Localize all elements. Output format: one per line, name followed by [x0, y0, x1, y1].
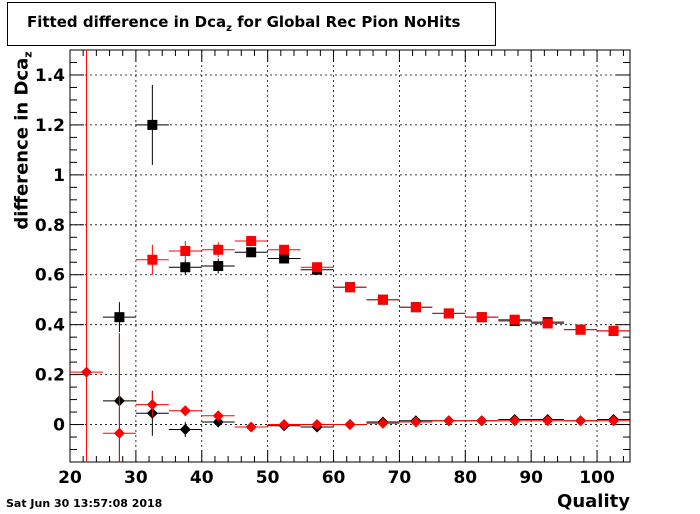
plot-frame	[69, 49, 631, 463]
data-point-square	[147, 119, 158, 130]
y-tick-label: 1.2	[35, 116, 65, 136]
y-tick-label: 1.4	[35, 66, 65, 86]
data-point-diamond	[608, 415, 620, 427]
data-point-diamond	[443, 415, 455, 427]
data-point-diamond	[212, 416, 224, 428]
y-axis-label-subscript: z	[21, 51, 35, 58]
data-point-square	[180, 262, 191, 273]
data-point-diamond	[410, 416, 422, 428]
data-point-square	[476, 312, 487, 323]
data-point-square	[246, 236, 257, 247]
x-tick-label: 50	[256, 468, 280, 488]
x-tick-label: 40	[190, 468, 214, 488]
data-point-diamond	[476, 415, 488, 427]
data-point-square	[147, 254, 158, 265]
chart-title-subscript: z	[226, 23, 232, 34]
y-tick-label: 0	[53, 416, 65, 436]
data-point-square	[608, 325, 619, 336]
data-point-diamond	[80, 366, 92, 378]
data-point-square	[213, 244, 224, 255]
data-point-square	[575, 324, 586, 335]
timestamp-label: Sat Jun 30 13:57:08 2018	[6, 497, 163, 510]
data-point-diamond	[278, 419, 290, 431]
data-point-square	[443, 308, 454, 319]
y-tick-label: 1	[53, 166, 65, 186]
chart-title-suffix: for Global Rec Pion NoHits	[231, 13, 461, 31]
data-point-diamond	[113, 427, 125, 439]
chart-title-box: Fitted difference in Dcaz for Global Rec…	[7, 2, 496, 46]
chart-title: Fitted difference in Dcaz for Global Rec…	[27, 13, 461, 34]
data-point-diamond	[179, 424, 191, 436]
y-tick-label: 0.4	[35, 316, 65, 336]
series-group	[70, 84, 630, 462]
x-tick-label: 90	[519, 468, 543, 488]
y-axis-label: difference in Dcaz	[11, 31, 35, 251]
x-tick-label: 60	[322, 468, 346, 488]
data-point-diamond	[311, 419, 323, 431]
y-axis-label-main: difference in Dca	[11, 57, 33, 230]
data-point-square	[180, 246, 191, 257]
data-point-square	[410, 302, 421, 313]
data-point-diamond	[212, 410, 224, 422]
data-point-square	[279, 253, 290, 264]
x-tick-label: 70	[388, 468, 412, 488]
data-point-square	[509, 314, 520, 325]
chart-title-main: Fitted difference in Dca	[27, 13, 227, 31]
data-point-square	[542, 318, 553, 329]
y-tick-label: 0.2	[35, 366, 65, 386]
data-point-square	[312, 262, 323, 273]
x-tick-label: 20	[58, 468, 82, 488]
data-point-diamond	[146, 399, 158, 411]
data-point-diamond	[509, 415, 521, 427]
data-point-square	[213, 260, 224, 271]
y-tick-label: 0.6	[35, 266, 65, 286]
data-point-square	[279, 244, 290, 255]
x-axis-label: Quality	[557, 491, 630, 512]
data-point-diamond	[575, 415, 587, 427]
data-point-square	[246, 247, 257, 258]
data-point-square	[345, 282, 355, 293]
data-point-diamond	[245, 421, 257, 433]
data-point-diamond	[542, 415, 554, 427]
x-tick-label: 100	[579, 468, 615, 488]
data-point-square	[114, 312, 125, 323]
x-tick-label: 80	[453, 468, 477, 488]
data-point-square	[377, 294, 388, 305]
data-point-diamond	[377, 417, 389, 429]
data-point-diamond	[344, 419, 356, 431]
data-point-diamond	[179, 405, 191, 417]
y-tick-label: 0.8	[35, 216, 65, 236]
x-tick-label: 30	[124, 468, 148, 488]
